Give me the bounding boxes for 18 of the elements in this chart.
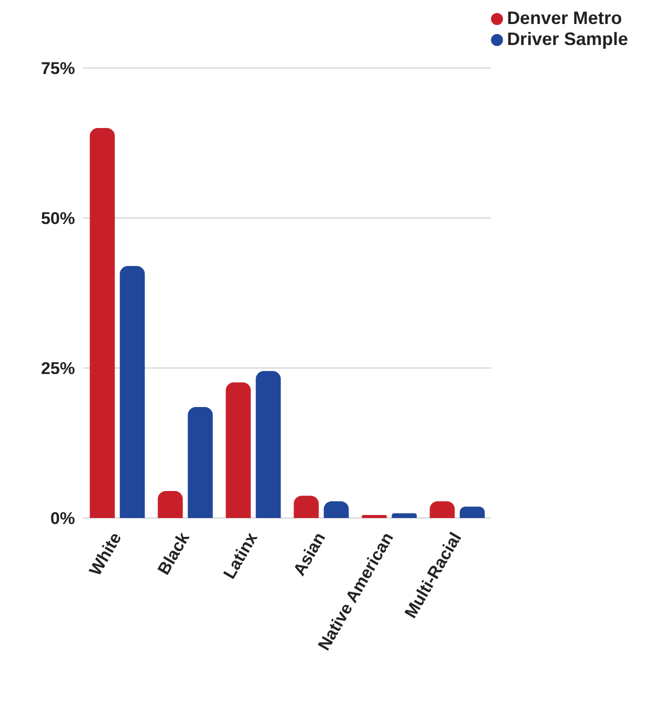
y-tick-label: 75%: [40, 59, 75, 78]
bar: [120, 266, 145, 518]
bar: [324, 501, 349, 518]
bar: [188, 407, 213, 518]
bar: [294, 496, 319, 518]
bar: [256, 371, 281, 518]
bar: [460, 506, 485, 518]
bar: [430, 501, 455, 518]
bar: [362, 515, 387, 518]
legend-label: Denver Metro: [506, 8, 622, 28]
y-tick-label: 0%: [50, 509, 75, 528]
bar: [90, 128, 115, 518]
legend-label: Driver Sample: [506, 29, 628, 49]
bar: [226, 382, 251, 518]
bar: [158, 491, 183, 518]
y-tick-label: 50%: [40, 209, 75, 228]
bar: [392, 513, 417, 518]
y-tick-label: 25%: [40, 359, 75, 378]
